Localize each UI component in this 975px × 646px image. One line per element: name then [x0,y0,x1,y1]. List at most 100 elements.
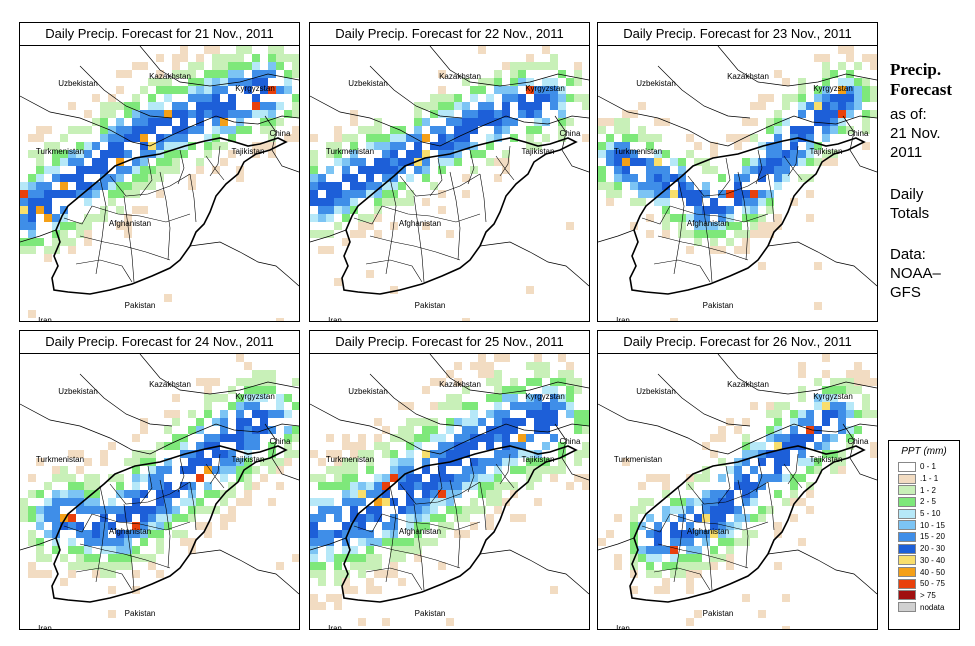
precip-cell [406,482,414,490]
province-border [209,145,221,177]
province-border [429,157,443,197]
precip-cell [814,142,822,150]
precip-cell [52,230,60,238]
precip-cell [798,498,806,506]
country-label: Afghanistan [109,527,151,536]
precip-cell [268,466,276,474]
precip-cell [44,514,52,522]
province-border [79,235,171,261]
precip-cell [694,546,702,554]
precip-cell [806,142,814,150]
precip-cell [132,166,140,174]
precip-cell [438,206,446,214]
precip-cell [390,458,398,466]
precip-cell [148,110,156,118]
precip-cell [806,418,814,426]
precip-cell [398,158,406,166]
precip-cell [406,402,414,410]
precip-cell [870,110,877,118]
precip-cell [606,142,614,150]
precip-cell [558,70,566,78]
precip-cell [686,230,694,238]
precip-cell [598,126,606,134]
precip-cell [414,498,422,506]
province-border [139,157,153,197]
precip-cell [260,102,268,110]
precip-cell [654,118,662,126]
precip-cell [44,142,52,150]
precip-cell [734,190,742,198]
precip-cell [108,538,116,546]
province-border [109,481,191,505]
precip-cell [534,362,542,370]
precip-cell [470,402,478,410]
precip-cell [830,410,838,418]
precip-cell [494,498,502,506]
precip-cell [292,434,299,442]
precip-cell [334,126,342,134]
precip-cell [614,118,622,126]
precip-cell [718,538,726,546]
precip-cell [92,474,100,482]
precip-cell [92,166,100,174]
precip-cell [542,94,550,102]
precip-cell [36,174,44,182]
precip-cell [236,354,244,362]
precip-cell [694,570,702,578]
precip-cell [68,126,76,134]
country-label: Afghanistan [109,219,151,228]
precip-cell [582,442,589,450]
precip-cell [318,230,326,238]
precip-cell [350,498,358,506]
precip-cell [276,54,284,62]
precip-cell [366,490,374,498]
province-border [687,481,769,505]
precip-cell [446,418,454,426]
precip-cell [470,482,478,490]
precip-cell [726,190,734,198]
precip-cell [342,174,350,182]
precip-cell [438,378,446,386]
precip-cell [180,498,188,506]
precip-cell [148,466,156,474]
precip-cell [228,506,236,514]
precip-cell [654,530,662,538]
precip-cell [790,418,798,426]
precip-cell [236,442,244,450]
precip-cell [454,474,462,482]
precip-cell [268,102,276,110]
precip-cell [678,222,686,230]
province-border [75,567,133,591]
precip-cell [782,626,790,629]
precip-cell [438,562,446,570]
precip-cell [358,126,366,134]
precip-cell [318,570,326,578]
precip-cell [758,198,766,206]
precip-cell [260,410,268,418]
province-border [641,513,671,533]
precip-cell [574,426,582,434]
precip-cell [558,450,566,458]
country-label: Turkmenistan [614,455,662,464]
precip-cell [366,546,374,554]
precip-cell [100,126,108,134]
precip-cell [84,166,92,174]
precip-cell [164,118,172,126]
precip-cell [830,70,838,78]
precip-cell [726,214,734,222]
precip-cell [486,370,494,378]
precip-cell [854,62,862,70]
precip-cell [390,126,398,134]
precip-cell [116,474,124,482]
precip-cell [220,54,228,62]
precip-cell [454,514,462,522]
precip-cell [462,134,470,142]
precip-cell [726,498,734,506]
precip-cell [430,514,438,522]
precip-cell [438,530,446,538]
precip-cell [236,426,244,434]
precip-cell [758,190,766,198]
precip-cell [276,466,284,474]
precip-cell [342,530,350,538]
precip-cell [870,410,877,418]
